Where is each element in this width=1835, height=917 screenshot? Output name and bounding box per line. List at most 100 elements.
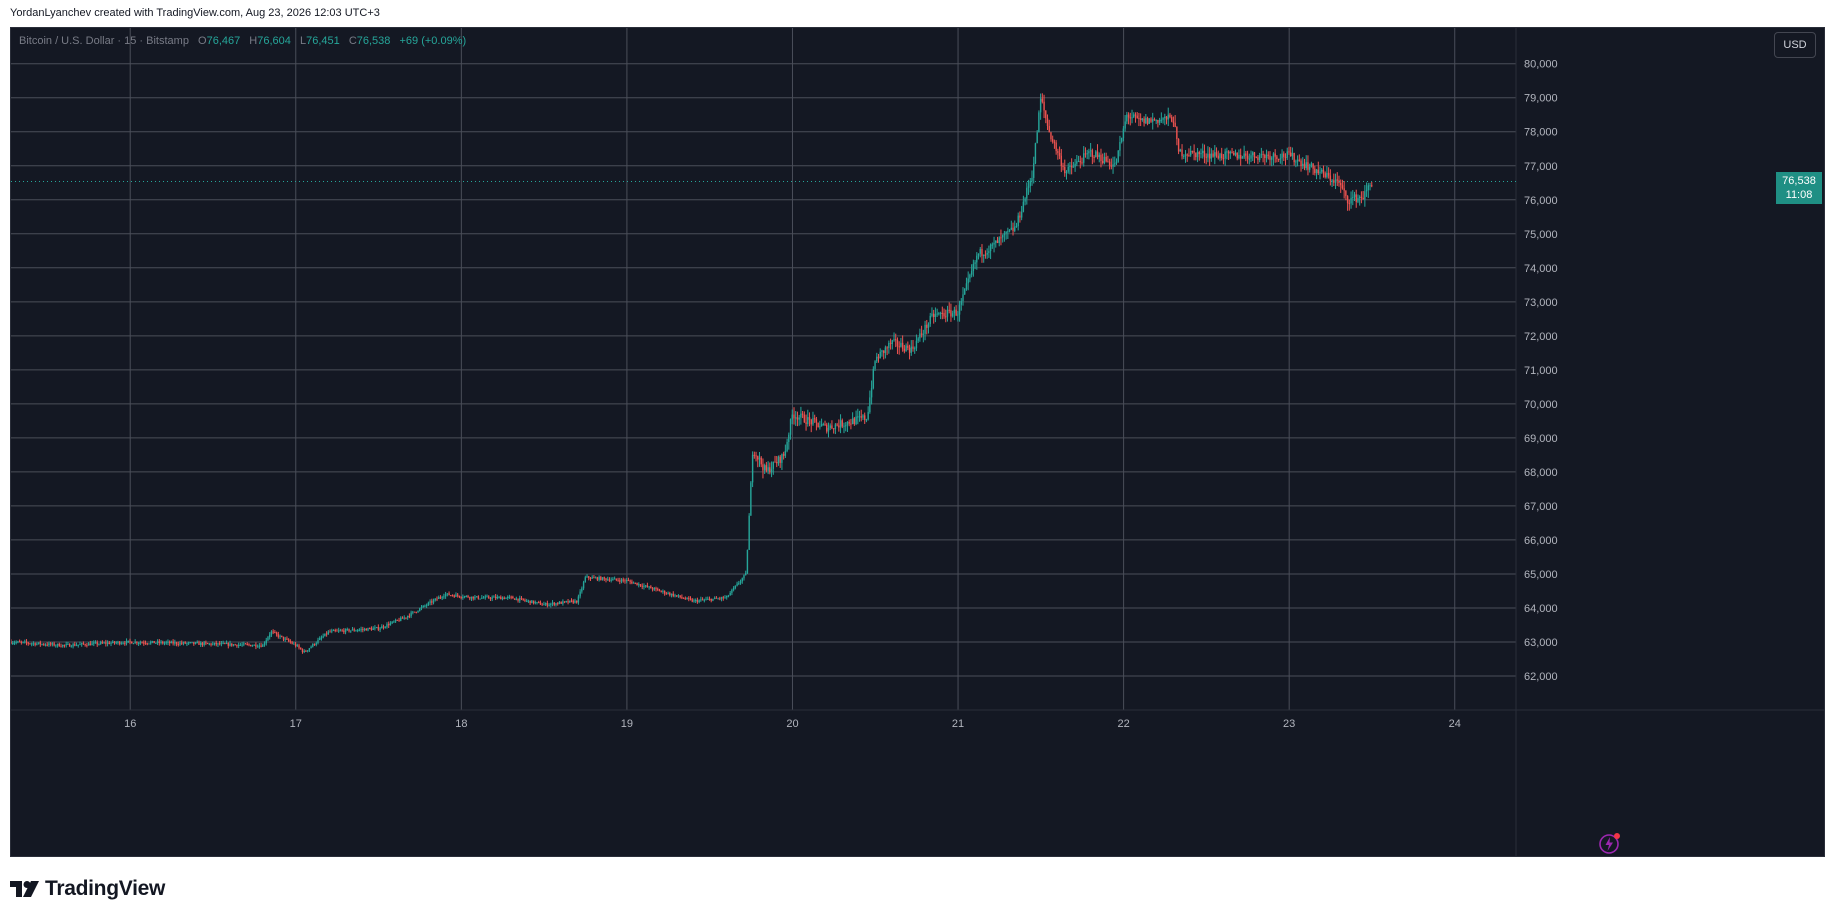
candle-body <box>1215 152 1218 156</box>
candle-body <box>210 643 212 645</box>
candle-body <box>470 596 473 599</box>
candle-body <box>1276 156 1278 160</box>
candle-body <box>96 642 98 645</box>
candle-body <box>701 599 704 601</box>
candle-body <box>1033 163 1035 178</box>
candle-body <box>619 580 621 582</box>
candle-body <box>951 313 954 317</box>
candle-body <box>49 643 52 645</box>
candle-body <box>317 639 319 644</box>
candle-body <box>1241 157 1244 159</box>
candle-body <box>1141 118 1144 121</box>
candle-body <box>870 388 873 398</box>
candle-body <box>410 612 412 617</box>
candle-body <box>722 597 724 599</box>
candle-body <box>436 598 438 600</box>
candle-body <box>25 641 28 643</box>
candle-body <box>63 644 66 646</box>
candle-body <box>881 350 883 352</box>
candle-body <box>1193 151 1195 153</box>
candle-body <box>543 604 545 606</box>
candle-body <box>795 417 797 419</box>
candle-body <box>607 579 609 581</box>
candle-body <box>615 578 618 580</box>
candle-body <box>132 643 135 645</box>
candle-body <box>996 240 999 244</box>
candle-body <box>536 602 538 604</box>
candle-body <box>579 591 581 597</box>
symbol-name[interactable]: Bitcoin / U.S. Dollar · 15 · Bitstamp <box>19 35 189 47</box>
candle-body <box>1289 152 1292 157</box>
candle-body <box>122 643 124 645</box>
candle-body <box>360 629 362 631</box>
candle-body <box>212 643 214 645</box>
tradingview-logo[interactable]: TradingView <box>10 876 165 902</box>
candle-body <box>598 576 600 580</box>
candle-body <box>1234 152 1237 155</box>
lightning-icon[interactable] <box>1597 830 1623 856</box>
candle-body <box>1305 162 1307 169</box>
candle-body <box>888 342 890 348</box>
candle-body <box>815 419 818 423</box>
candle-body <box>712 598 714 601</box>
candle-body <box>24 641 26 643</box>
candle-body <box>1188 155 1190 157</box>
candle-body <box>394 619 397 622</box>
price-chart[interactable]: 62,000 63,000 64,000 65,000 66,000 67,000 68,0… <box>11 28 1825 857</box>
candle-body <box>277 634 280 637</box>
chart-panel[interactable]: 62,000 63,000 64,000 65,000 66,000 67,000 68,0… <box>10 27 1825 857</box>
candle-body <box>995 240 997 243</box>
currency-button[interactable]: USD <box>1774 32 1816 58</box>
candle-body <box>577 596 580 603</box>
candle-body <box>198 642 200 645</box>
candle-body <box>1174 122 1176 127</box>
candle-body <box>886 347 888 349</box>
candle-body <box>1248 158 1250 160</box>
candle-body <box>829 425 831 428</box>
price-tick-label: 70,000 <box>1524 399 1558 411</box>
candle-body <box>1165 116 1168 120</box>
candle-body <box>89 643 92 646</box>
candle-body <box>279 635 281 637</box>
candle-body <box>912 346 914 349</box>
candle-body <box>1167 114 1169 120</box>
price-tick-label: 75,000 <box>1524 229 1558 241</box>
candle-body <box>1283 153 1285 157</box>
candle-body <box>258 645 261 647</box>
candle-body <box>741 578 743 582</box>
candle-body <box>1345 190 1347 197</box>
candle-body <box>351 629 354 631</box>
candle-body <box>1022 201 1025 212</box>
candle-body <box>708 598 711 600</box>
candle-body <box>698 600 700 603</box>
candle-body <box>181 642 183 644</box>
candle-body <box>1117 150 1119 162</box>
candle-body <box>751 454 754 483</box>
candle-body <box>594 577 597 579</box>
candle-body <box>125 640 128 644</box>
candle-body <box>467 595 469 598</box>
candle-body <box>776 461 778 464</box>
candle-body <box>1324 173 1326 178</box>
candle-body <box>229 643 231 646</box>
candle-body <box>967 278 969 284</box>
candle-body <box>691 599 693 602</box>
candle-body <box>1352 197 1354 199</box>
candle-body <box>419 608 421 611</box>
candle-body <box>819 426 821 428</box>
candle-body <box>713 597 716 599</box>
candle-body <box>838 425 840 428</box>
candle-body <box>720 597 723 599</box>
candle-body <box>356 630 359 632</box>
candle-body <box>300 647 302 650</box>
candle-body <box>629 580 631 582</box>
candle-body <box>213 642 216 644</box>
candle-body <box>782 454 785 456</box>
candle-body <box>1310 163 1313 167</box>
candle-body <box>1307 162 1309 170</box>
candle-body <box>958 304 961 315</box>
candle-body <box>650 586 652 589</box>
candle-body <box>1198 152 1200 155</box>
candle-body <box>812 418 814 425</box>
candle-body <box>139 642 142 644</box>
